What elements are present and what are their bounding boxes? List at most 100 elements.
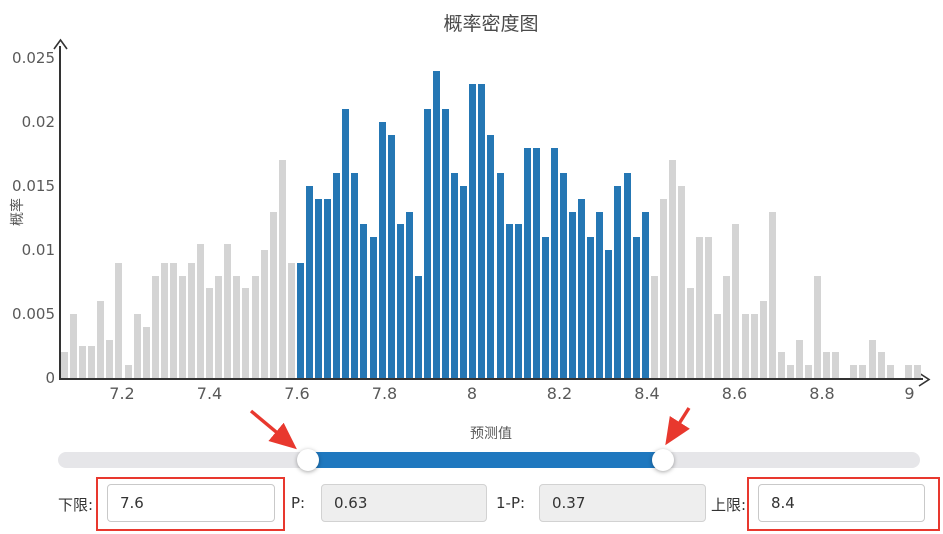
histogram-bar xyxy=(360,224,368,378)
histogram-bar xyxy=(750,314,758,378)
histogram-bar xyxy=(405,212,413,378)
slider-handle-lower[interactable] xyxy=(296,449,319,471)
histogram-bar xyxy=(269,212,277,378)
y-tick-label: 0.025 xyxy=(12,49,55,67)
x-tick-label: 7.8 xyxy=(371,384,398,403)
p-label: P: xyxy=(291,494,306,512)
histogram-bar xyxy=(541,237,549,378)
histogram-bar xyxy=(433,71,441,378)
x-tick-label: 9 xyxy=(904,384,915,403)
lower-limit-annotation-box xyxy=(96,477,285,531)
histogram-bar xyxy=(414,276,422,378)
histogram-bar xyxy=(224,244,232,378)
histogram-bar xyxy=(242,288,250,378)
histogram-bar xyxy=(759,301,767,378)
histogram-bar xyxy=(904,365,912,378)
one-minus-p-value-input xyxy=(539,484,706,522)
histogram-bar xyxy=(741,314,749,378)
histogram-bar xyxy=(560,173,568,378)
histogram-bar xyxy=(442,109,450,378)
histogram-bar xyxy=(623,173,631,378)
histogram-bar xyxy=(478,84,486,378)
histogram-bar xyxy=(315,199,323,378)
y-tick-label: 0.02 xyxy=(21,113,55,131)
histogram-bar xyxy=(832,352,840,378)
upper-limit-annotation-box xyxy=(747,477,940,531)
upper-limit-label: 上限: xyxy=(711,496,747,514)
plot-area xyxy=(60,58,922,378)
histogram-bar xyxy=(696,237,704,378)
histogram-bar xyxy=(88,346,96,378)
histogram-bar xyxy=(913,365,921,378)
histogram-bar xyxy=(578,199,586,378)
page-title: 概率密度图 xyxy=(443,13,539,35)
lower-limit-input[interactable] xyxy=(107,484,275,522)
histogram-bar xyxy=(451,173,459,378)
histogram-bar xyxy=(287,263,295,378)
histogram-bar xyxy=(160,263,168,378)
histogram-bar xyxy=(532,148,540,378)
histogram-bar xyxy=(823,352,831,378)
histogram-bar xyxy=(714,314,722,378)
range-slider-track[interactable] xyxy=(58,449,920,471)
histogram-bar xyxy=(378,122,386,378)
histogram-bar xyxy=(423,109,431,378)
histogram-bar xyxy=(659,199,667,378)
slider-handle-upper[interactable] xyxy=(652,449,675,471)
left-arrow-icon xyxy=(249,409,297,450)
histogram-bar xyxy=(868,340,876,378)
histogram-bar xyxy=(469,84,477,378)
histogram-bar xyxy=(115,263,123,378)
x-tick-label: 7.2 xyxy=(109,384,135,403)
histogram-bar xyxy=(333,173,341,378)
histogram-bar xyxy=(668,160,676,378)
y-axis-line xyxy=(59,46,61,379)
histogram-bar xyxy=(142,327,150,378)
histogram-bar xyxy=(351,173,359,378)
histogram-bar xyxy=(61,352,68,378)
histogram-bar xyxy=(296,263,304,378)
histogram-bar xyxy=(550,148,558,378)
histogram-bar xyxy=(650,276,658,378)
x-axis-title: 预测值 xyxy=(470,426,512,442)
x-tick-label: 7.4 xyxy=(196,384,223,403)
histogram-bar xyxy=(777,352,785,378)
histogram-bar xyxy=(260,250,268,378)
histogram-bar xyxy=(786,365,794,378)
histogram-bar xyxy=(133,314,141,378)
histogram-bar xyxy=(97,301,105,378)
histogram-bar xyxy=(178,276,186,378)
histogram-bar xyxy=(233,276,241,378)
y-tick-label: 0.015 xyxy=(12,177,55,195)
histogram-bar xyxy=(859,365,867,378)
histogram-bar xyxy=(215,276,223,378)
histogram-bar xyxy=(324,199,332,378)
histogram-bar xyxy=(278,160,286,378)
histogram-bar xyxy=(369,237,377,378)
histogram-bar xyxy=(632,237,640,378)
right-arrow-icon xyxy=(665,407,691,446)
histogram-bar xyxy=(687,288,695,378)
histogram-bar xyxy=(396,224,404,378)
histogram-bar xyxy=(569,212,577,378)
histogram-bar xyxy=(768,212,776,378)
histogram-bar xyxy=(151,276,159,378)
x-tick-label: 8.6 xyxy=(721,384,748,403)
histogram-bar xyxy=(106,340,114,378)
histogram-bar xyxy=(705,237,713,378)
histogram-bar xyxy=(641,212,649,378)
histogram-bar xyxy=(814,276,822,378)
range-slider-fill xyxy=(307,452,664,468)
histogram-bar xyxy=(70,314,78,378)
histogram-bar xyxy=(523,148,531,378)
histogram-bar xyxy=(732,224,740,378)
histogram-bar xyxy=(596,212,604,378)
x-tick-label: 8 xyxy=(466,384,478,403)
histogram-bar xyxy=(342,109,350,378)
x-tick-label: 8.8 xyxy=(809,384,835,403)
y-tick-label: 0 xyxy=(45,369,55,387)
upper-limit-input[interactable] xyxy=(758,484,925,522)
x-axis-line xyxy=(59,378,923,380)
histogram-bar xyxy=(387,135,395,378)
